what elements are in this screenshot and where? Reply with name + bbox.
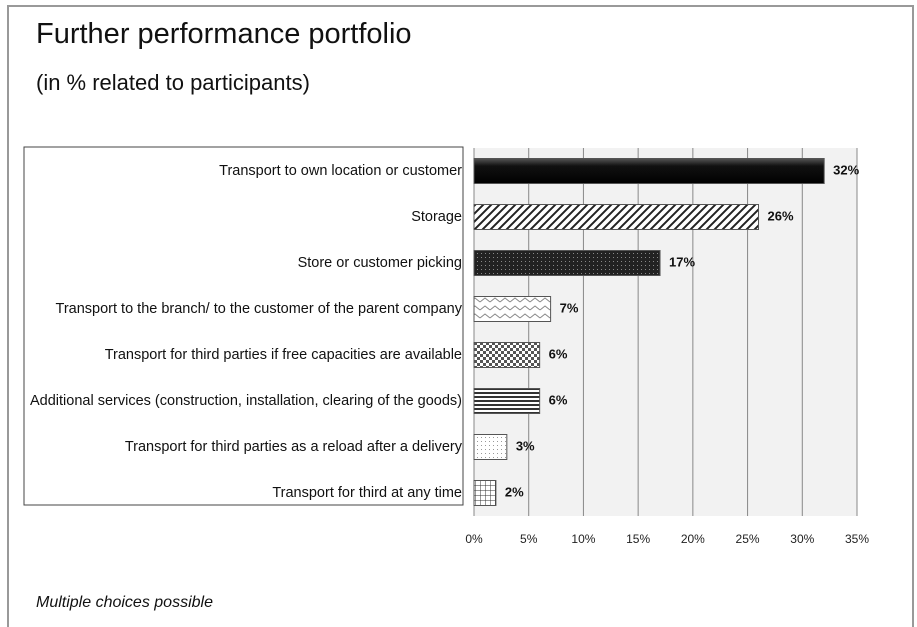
- category-label: Transport for third parties as a reload …: [124, 439, 462, 455]
- value-label: 17%: [669, 254, 695, 269]
- bar: [473, 388, 541, 414]
- x-tick-label: 20%: [681, 532, 705, 546]
- footnote: Multiple choices possible: [36, 594, 213, 611]
- category-label: Storage: [411, 209, 462, 225]
- category-label: Additional services (construction, insta…: [30, 393, 463, 409]
- value-label: 6%: [549, 392, 568, 407]
- bar: [473, 204, 760, 230]
- x-tick-label: 15%: [626, 532, 650, 546]
- bar: [473, 296, 552, 322]
- bar: [473, 480, 497, 506]
- x-tick-label: 35%: [845, 532, 869, 546]
- x-tick-label: 25%: [736, 532, 760, 546]
- x-tick-label: 10%: [571, 532, 595, 546]
- category-label: Transport to the branch/ to the customer…: [55, 301, 463, 317]
- x-tick-label: 0%: [465, 532, 483, 546]
- chart-subtitle: (in % related to participants): [36, 70, 310, 95]
- value-label: 6%: [549, 346, 568, 361]
- chart-title: Further performance portfolio: [36, 18, 412, 50]
- value-label: 32%: [833, 162, 859, 177]
- label-box: [23, 146, 464, 506]
- bar: [473, 158, 825, 184]
- value-label: 7%: [560, 300, 579, 315]
- category-label: Store or customer picking: [297, 255, 462, 271]
- category-label: Transport to own location or customer: [219, 163, 462, 179]
- bar: [473, 250, 661, 276]
- bar: [473, 342, 541, 368]
- slide-frame: [7, 5, 914, 627]
- plot-area: [474, 148, 857, 516]
- category-label: Transport for third parties if free capa…: [104, 347, 462, 363]
- x-tick-label: 30%: [790, 532, 814, 546]
- bar: [473, 434, 508, 460]
- value-label: 2%: [505, 484, 524, 499]
- value-label: 26%: [768, 208, 794, 223]
- value-label: 3%: [516, 438, 535, 453]
- x-tick-label: 5%: [520, 532, 538, 546]
- category-label: Transport for third at any time: [272, 485, 462, 501]
